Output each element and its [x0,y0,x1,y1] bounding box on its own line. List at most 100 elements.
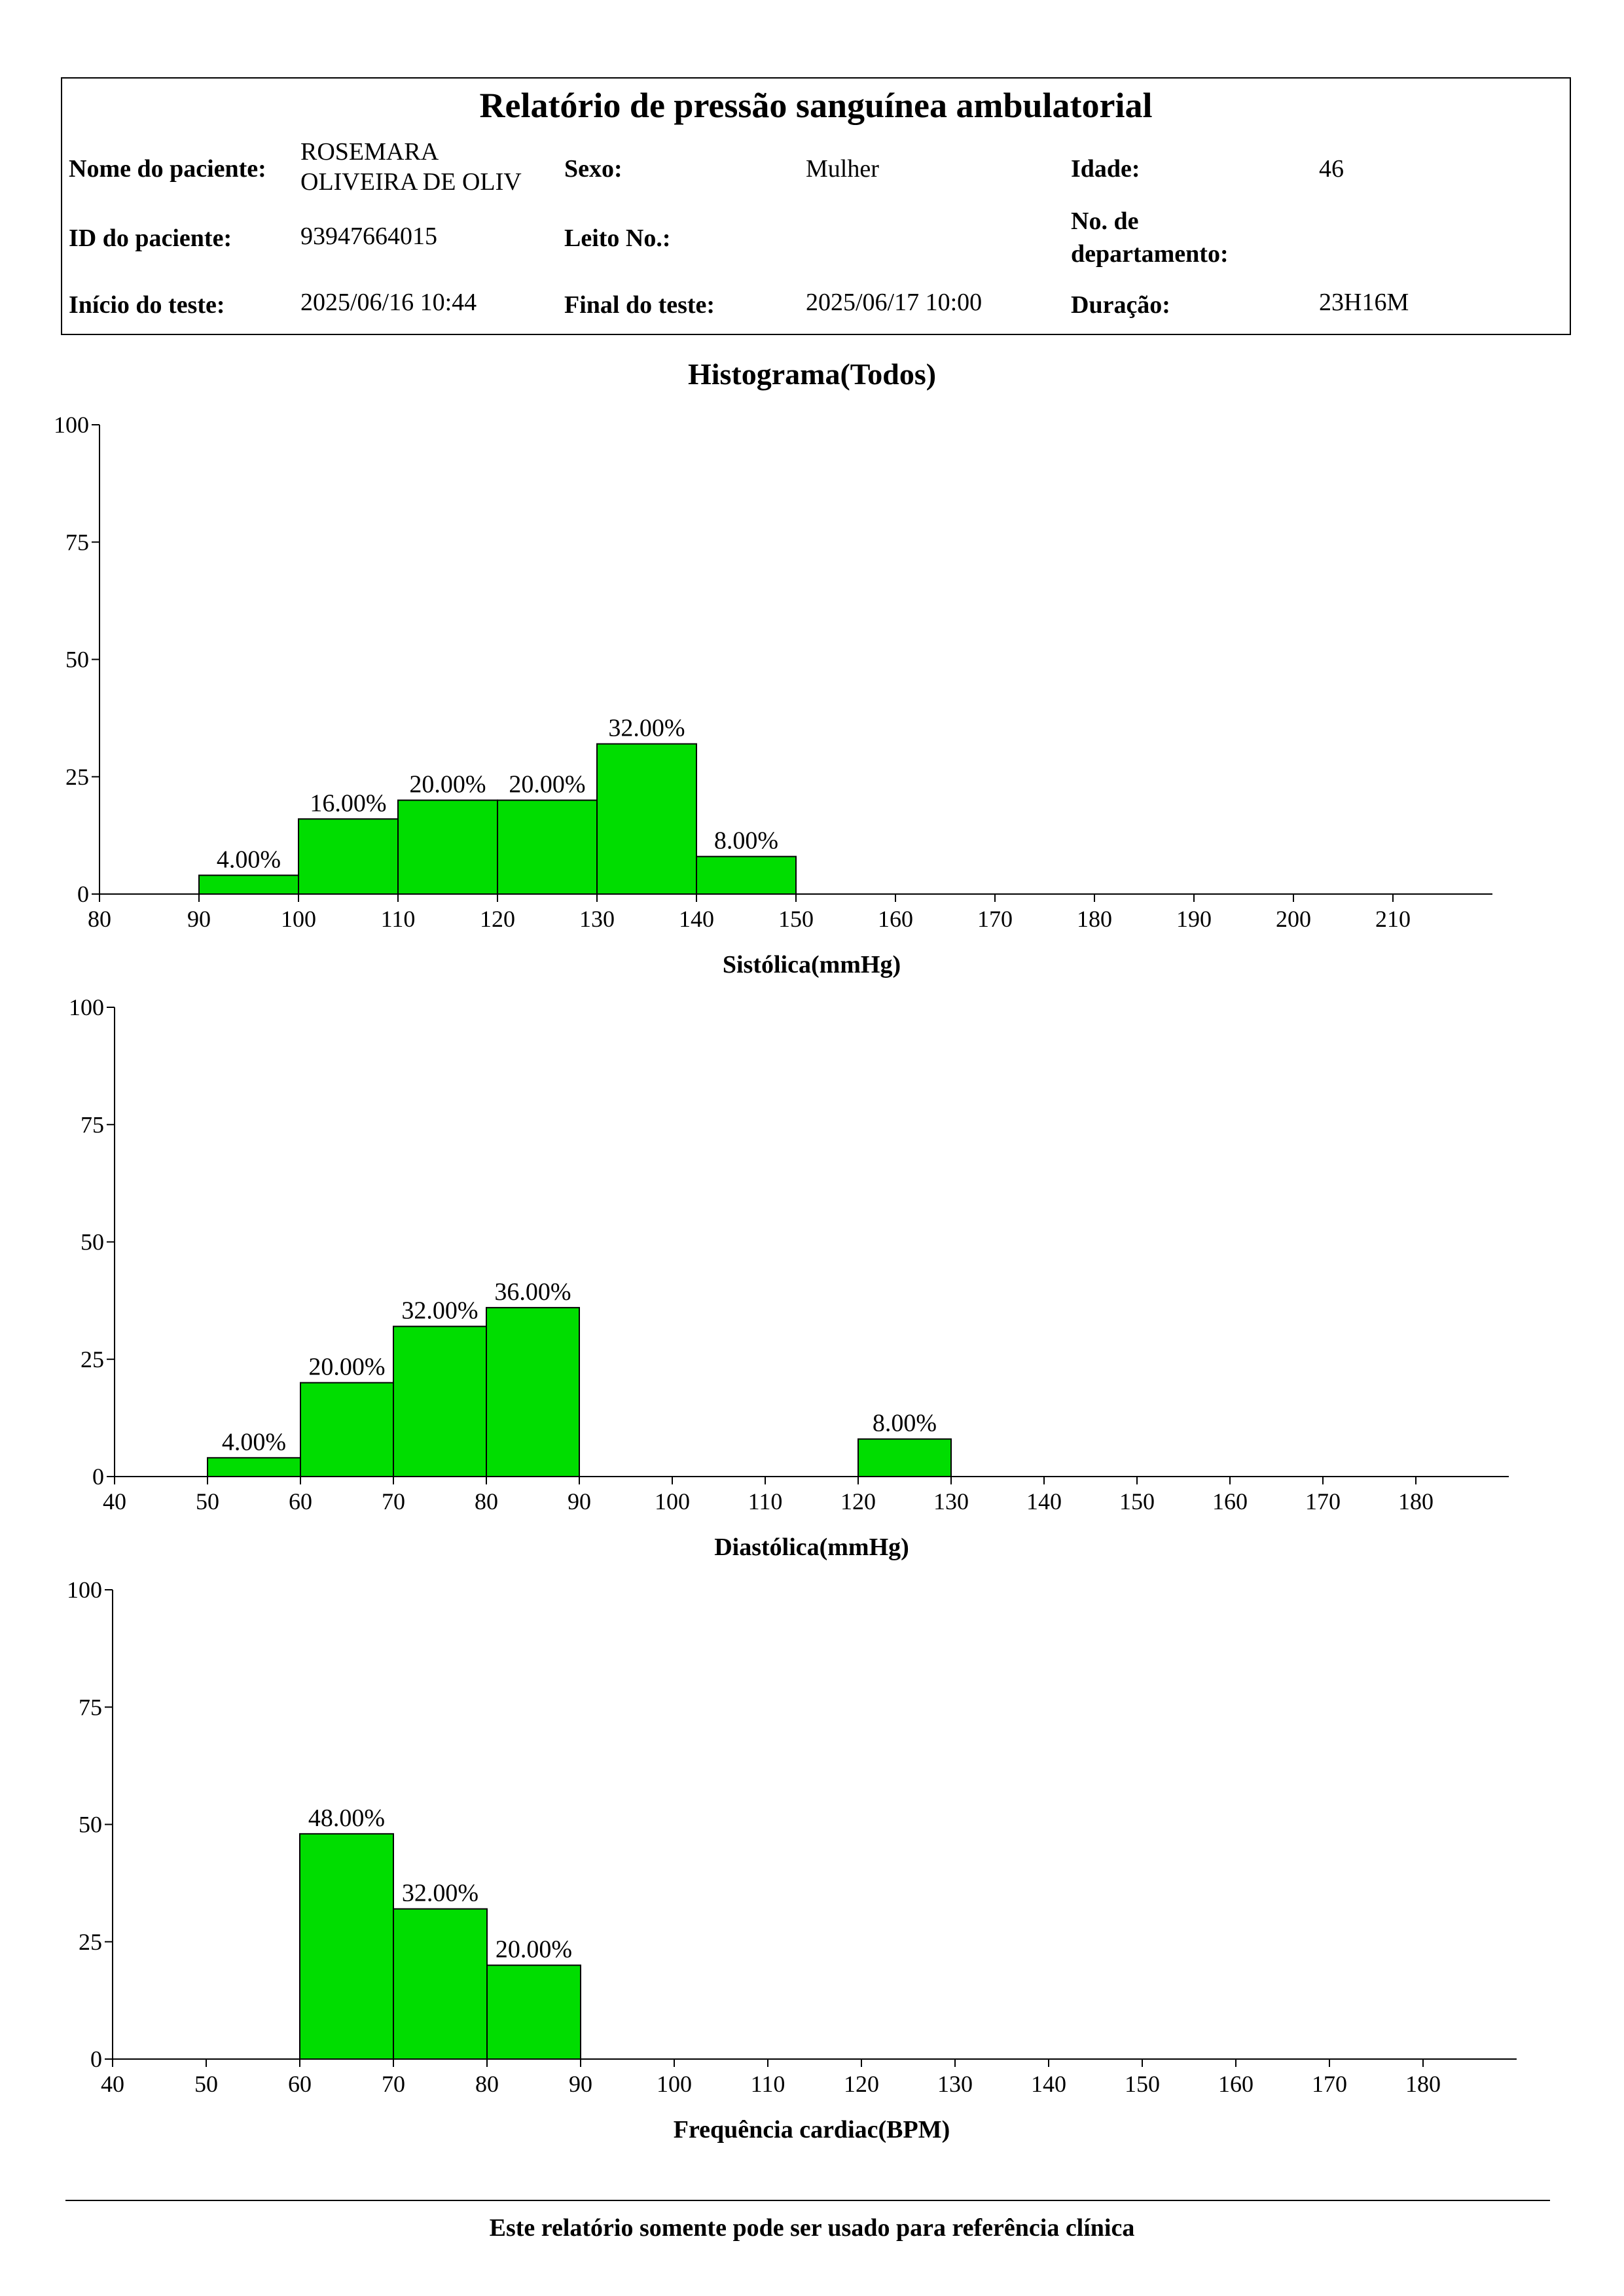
sex-label: Sexo: [564,155,623,183]
diastolic-bar-label-50-60: 4.00% [222,1428,286,1456]
diastolic-x-tick-label-180: 180 [1398,1488,1434,1515]
diastolic-bar-label-70-80: 32.00% [401,1297,478,1325]
heart-rate-bar-label-80-90: 20.00% [496,1936,572,1964]
diastolic-x-tick-label-60: 60 [289,1488,312,1515]
heart-rate-y-tick-label-75: 75 [79,1694,102,1720]
heart-rate-x-tick-label-120: 120 [844,2071,879,2097]
heart-rate-bar-60-70 [299,1833,394,2060]
start-label: Início do teste: [69,291,225,319]
systolic-y-tick-label-25: 25 [65,764,89,790]
patient-name-value-line2: OLIVEIRA DE OLIV [300,168,522,196]
bed-label: Leito No.: [564,224,671,252]
diastolic-x-axis-title: Diastólica(mmHg) [714,1534,909,1561]
systolic-x-tick-label-90: 90 [187,906,211,932]
diastolic-x-tick-label-150: 150 [1119,1488,1155,1515]
systolic-bar-label-90-100: 4.00% [217,846,281,873]
systolic-x-tick-label-150: 150 [778,906,814,932]
systolic-y-tick-label-100: 100 [54,412,89,438]
systolic-y-tick-label-0: 0 [77,881,89,907]
end-label: Final do teste: [564,291,715,319]
heart-rate-bar-label-60-70: 48.00% [308,1804,385,1832]
diastolic-y-tick-label-75: 75 [81,1111,104,1138]
footer-divider [65,2200,1550,2201]
systolic-bar-100-110 [298,818,399,895]
systolic-bar-label-140-150: 8.00% [714,827,778,855]
systolic-x-tick-label-160: 160 [878,906,913,932]
diastolic-bar-50-60 [207,1457,301,1478]
heart-rate-x-tick-label-100: 100 [657,2071,692,2097]
duration-value: 23H16M [1319,289,1409,316]
diastolic-x-tick-label-70: 70 [382,1488,405,1515]
systolic-x-tick-label-170: 170 [977,906,1013,932]
heart-rate-x-tick-label-150: 150 [1125,2071,1160,2097]
diastolic-y-tick-label-100: 100 [69,994,104,1020]
heart-rate-x-tick-label-90: 90 [569,2071,592,2097]
systolic-x-tick-label-110: 110 [381,906,416,932]
systolic-bar-120-130 [497,799,598,895]
systolic-bar-label-130-140: 32.00% [608,715,685,742]
systolic-x-tick-label-120: 120 [480,906,515,932]
systolic-bar-90-100 [198,874,299,895]
systolic-histogram: 4.00% 16.00% 20.00% 20.00% 32.00% 8.00% 0 25 50 7… [54,412,1492,978]
systolic-x-tick-label-130: 130 [579,906,615,932]
heart-rate-x-tick-label-40: 40 [101,2071,124,2097]
systolic-bar-label-110-120: 20.00% [409,771,486,798]
sex-value: Mulher [806,155,879,183]
histogram-title: Histograma(Todos) [687,357,937,391]
diastolic-histogram: 4.00% 20.00% 32.00% 36.00% 8.00% 0 25 50 75 100 40… [69,994,1509,1561]
systolic-x-axis-title: Sistólica(mmHg) [723,951,901,978]
systolic-x-tick-label-210: 210 [1375,906,1411,932]
diastolic-bar-80-90 [486,1306,580,1477]
heart-rate-bar-70-80 [393,1908,488,2060]
start-value: 2025/06/16 10:44 [300,289,477,316]
heart-rate-x-tick-label-60: 60 [288,2071,312,2097]
dept-label-line2: departamento: [1071,240,1229,268]
footer-note: Este relatório somente pode ser usado pa… [489,2214,1135,2242]
diastolic-bar-label-120-130: 8.00% [873,1410,937,1437]
diastolic-x-tick-label-160: 160 [1212,1488,1248,1515]
diastolic-bar-60-70 [300,1382,394,1477]
heart-rate-x-tick-label-70: 70 [382,2071,405,2097]
diastolic-bar-120-130 [857,1438,952,1478]
systolic-x-tick-label-190: 190 [1176,906,1212,932]
diastolic-bar-70-80 [393,1325,487,1477]
heart-rate-x-tick-label-160: 160 [1218,2071,1254,2097]
heart-rate-x-tick-label-130: 130 [937,2071,973,2097]
diastolic-y-tick-label-0: 0 [92,1463,104,1490]
systolic-y-tick-label-50: 50 [65,647,89,673]
diastolic-x-tick-label-40: 40 [103,1488,126,1515]
diastolic-x-tick-label-50: 50 [196,1488,219,1515]
patient-id-label: ID do paciente: [69,224,232,252]
systolic-bar-label-120-130: 20.00% [509,771,585,798]
systolic-bar-110-120 [397,799,498,895]
systolic-bar-130-140 [596,743,697,895]
heart-rate-x-tick-label-180: 180 [1405,2071,1441,2097]
systolic-x-tick-label-80: 80 [88,906,111,932]
patient-info-box: Relatório de pressão sanguínea ambulator… [61,77,1571,335]
diastolic-x-tick-label-120: 120 [840,1488,876,1515]
heart-rate-y-tick-label-0: 0 [90,2046,102,2072]
end-value: 2025/06/17 10:00 [806,289,983,316]
report-title: Relatório de pressão sanguínea ambulator… [479,86,1153,125]
heart-rate-bar-80-90 [486,1964,581,2060]
diastolic-x-tick-label-130: 130 [933,1488,969,1515]
patient-id-value: 93947664015 [300,223,437,250]
systolic-x-tick-label-200: 200 [1276,906,1311,932]
diastolic-bar-label-80-90: 36.00% [494,1278,571,1306]
heart-rate-y-tick-label-100: 100 [67,1577,102,1603]
age-label: Idade: [1071,155,1140,183]
diastolic-x-tick-label-80: 80 [475,1488,498,1515]
diastolic-x-tick-label-110: 110 [748,1488,783,1515]
dept-label-line1: No. de [1071,207,1139,235]
systolic-y-tick-label-75: 75 [65,529,89,555]
diastolic-x-tick-label-90: 90 [568,1488,591,1515]
diastolic-x-tick-label-140: 140 [1026,1488,1062,1515]
diastolic-bar-label-60-70: 20.00% [308,1354,385,1381]
heart-rate-x-tick-label-170: 170 [1312,2071,1347,2097]
systolic-x-tick-label-140: 140 [679,906,714,932]
systolic-x-tick-label-180: 180 [1077,906,1112,932]
diastolic-y-tick-label-50: 50 [81,1229,104,1255]
duration-label: Duração: [1071,291,1170,319]
heart-rate-histogram: 48.00% 32.00% 20.00% 0 25 50 75 100 40 50 60 70 80 90… [67,1577,1517,2144]
heart-rate-y-tick-label-50: 50 [79,1812,102,1838]
